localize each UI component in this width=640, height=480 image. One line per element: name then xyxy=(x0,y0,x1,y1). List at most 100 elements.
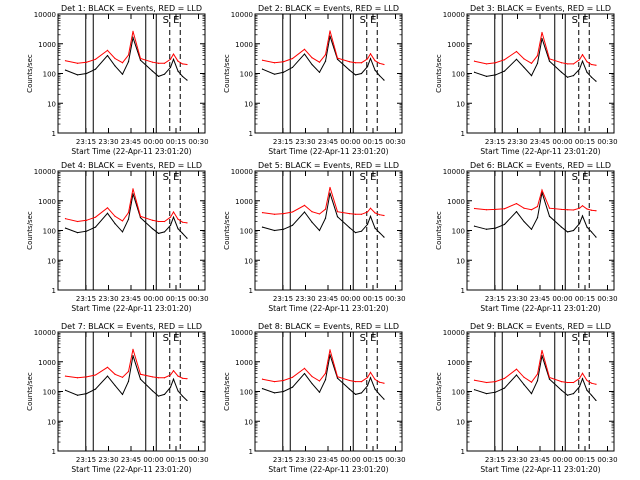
events-data-point xyxy=(374,388,376,390)
y-tick-label: 10000 xyxy=(34,168,56,176)
panel-title: Det 7: BLACK = Events, RED = LLD xyxy=(61,322,202,331)
x-tick-label: 23:30 xyxy=(295,138,315,146)
end-marker-label: E xyxy=(173,15,179,26)
events-data-point xyxy=(151,390,154,392)
x-tick-label: 23:30 xyxy=(507,456,527,464)
events-data-point xyxy=(572,229,575,232)
y-axis-label: Counts/sec xyxy=(435,54,443,93)
y-tick-label: 10 xyxy=(244,100,253,108)
lld-data-point xyxy=(523,58,525,60)
events-data-point xyxy=(572,392,575,395)
x-tick-label: 23:45 xyxy=(530,295,550,303)
detector-panel-2: Det 2: BLACK = Events, RED = LLD 1 10 100 10… xyxy=(223,4,406,156)
lld-data-point xyxy=(360,62,363,64)
lld-series-line xyxy=(474,350,597,385)
start-marker-label: S xyxy=(360,15,366,26)
x-tick-label: 00:15 xyxy=(166,456,186,464)
lld-data-point xyxy=(503,59,506,61)
end-marker-label: E xyxy=(370,333,376,344)
events-data-point xyxy=(494,74,497,76)
events-data-point xyxy=(530,74,533,77)
lld-data-point xyxy=(590,209,593,211)
lld-data-point xyxy=(348,212,351,215)
lld-data-point xyxy=(366,58,369,60)
lld-data-point xyxy=(169,374,172,376)
y-tick-label: 10 xyxy=(456,418,465,426)
lld-data-point xyxy=(329,186,331,189)
x-tick-label: 00:30 xyxy=(597,295,617,303)
events-data-point xyxy=(132,193,134,195)
y-tick-label: 1000 xyxy=(447,198,465,206)
events-data-point xyxy=(157,232,160,234)
y-axis-label: Counts/sec xyxy=(223,211,231,250)
lld-series-line xyxy=(262,30,385,65)
events-data-point xyxy=(595,236,597,238)
events-data-point xyxy=(106,375,109,377)
events-data-point xyxy=(64,389,67,391)
lld-data-point xyxy=(324,54,327,56)
start-marker-label: S xyxy=(163,333,169,344)
events-data-point xyxy=(503,387,506,389)
lld-data-point xyxy=(282,61,285,63)
x-tick-label: 00:30 xyxy=(597,456,617,464)
events-data-point xyxy=(383,79,385,81)
x-axis-label: Start Time (22-Apr-11 23:01:20) xyxy=(480,147,600,156)
events-data-point xyxy=(139,378,142,380)
y-axis-label: Counts/sec xyxy=(26,54,34,93)
events-data-point xyxy=(366,385,369,387)
events-data-point xyxy=(163,231,166,233)
events-data-point xyxy=(151,70,154,72)
lld-data-point xyxy=(595,210,597,212)
events-series-line xyxy=(262,36,385,81)
plot-frame xyxy=(57,331,206,452)
y-tick-label: 1000 xyxy=(235,41,253,49)
events-data-point xyxy=(581,378,584,380)
events-data-point xyxy=(336,58,339,60)
lld-series-line xyxy=(474,188,597,212)
events-data-point xyxy=(121,393,124,395)
events-data-point xyxy=(186,79,188,81)
events-data-point xyxy=(378,231,381,234)
lld-data-point xyxy=(186,63,188,66)
y-axis-label: Counts/sec xyxy=(26,372,34,411)
plot-frame xyxy=(466,13,615,134)
events-data-point xyxy=(181,75,184,77)
lld-series-line xyxy=(65,31,188,65)
lld-data-point xyxy=(581,205,584,207)
events-data-point xyxy=(378,393,381,395)
events-data-point xyxy=(169,66,172,69)
events-data-point xyxy=(181,395,184,397)
events-data-point xyxy=(273,392,276,394)
lld-data-point xyxy=(181,63,184,65)
lld-data-point xyxy=(485,209,488,211)
detector-panel-6: Det 6: BLACK = Events, RED = LLD 1 10 100 10… xyxy=(435,161,618,313)
events-data-point xyxy=(578,223,581,225)
lld-data-point xyxy=(303,48,306,50)
events-data-point xyxy=(536,380,539,382)
lld-data-point xyxy=(177,375,179,377)
lld-data-point xyxy=(157,62,160,64)
lld-data-point xyxy=(494,381,497,383)
x-tick-label: 23:30 xyxy=(507,295,527,303)
lld-data-point xyxy=(186,378,188,380)
events-data-point xyxy=(536,217,539,219)
lld-data-point xyxy=(378,381,381,383)
lld-data-point xyxy=(515,50,518,53)
events-data-point xyxy=(324,60,327,62)
y-tick-label: 100 xyxy=(240,228,253,236)
x-tick-label: 23:15 xyxy=(273,295,293,303)
lld-data-point xyxy=(536,54,539,57)
end-marker-label: E xyxy=(173,172,179,183)
events-data-point xyxy=(177,390,179,392)
events-data-point xyxy=(177,228,179,230)
lld-data-point xyxy=(578,59,581,61)
x-tick-label: 23:15 xyxy=(485,138,505,146)
lld-data-point xyxy=(503,377,506,380)
lld-data-point xyxy=(273,213,276,215)
x-tick-label: 00:00 xyxy=(340,295,360,303)
lld-data-point xyxy=(378,62,381,64)
events-data-point xyxy=(291,386,294,388)
events-data-point xyxy=(503,223,506,226)
lld-data-point xyxy=(76,62,79,64)
x-tick-label: 00:15 xyxy=(575,295,595,303)
